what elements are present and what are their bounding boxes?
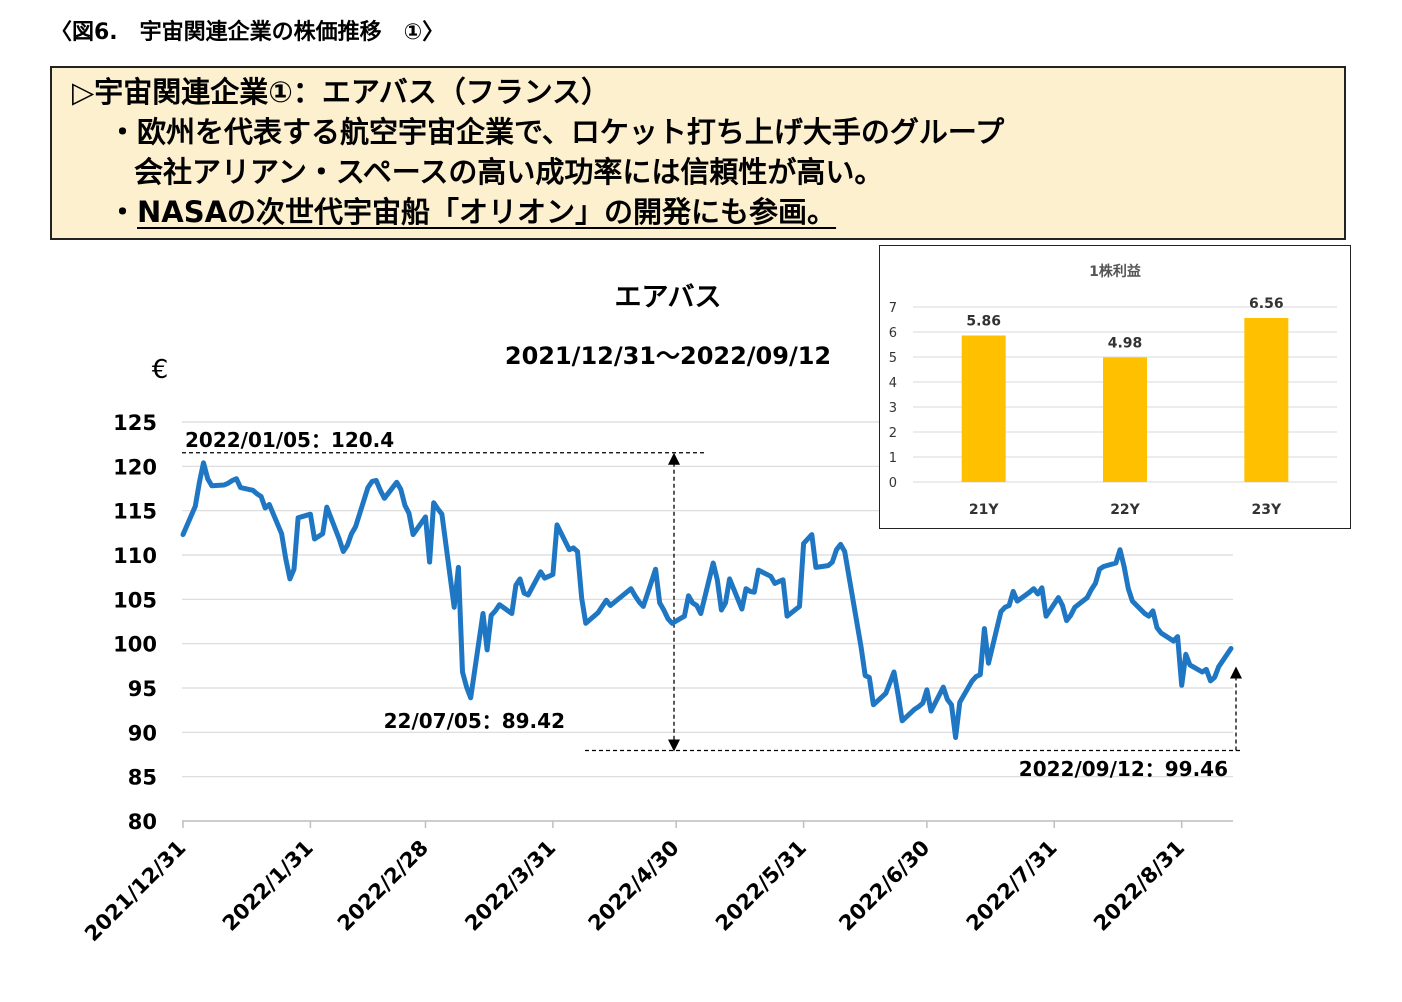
chart-subtitle: 2021/12/31〜2022/09/12	[505, 342, 831, 370]
annotation-high: 2022/01/05：120.4	[185, 428, 394, 452]
eps-bar-value-label: 6.56	[1249, 296, 1284, 312]
annotations: 2022/01/05：120.4 22/07/05：89.42 2022/09/…	[185, 428, 1228, 781]
chart-title: エアバス	[615, 282, 722, 313]
eps-y-tick-label: 5	[889, 351, 897, 366]
eps-y-tick-label: 1	[889, 451, 897, 466]
y-tick-label: 110	[113, 544, 157, 568]
x-tick-label: 2022/6/30	[834, 836, 934, 936]
eps-bar-value-label: 5.86	[966, 314, 1001, 330]
range-arrow-head-up	[668, 452, 680, 465]
info-bullet-2-text: NASAの次世代宇宙船「オリオン」の開発にも参画。	[137, 195, 837, 229]
eps-y-tick-labels: 0 1 2 3 4 5 6 7	[889, 301, 897, 491]
eps-y-tick-label: 2	[889, 426, 897, 441]
range-arrow-head-down	[668, 739, 680, 752]
eps-chart-title: 1株利益	[1089, 263, 1141, 280]
y-tick-label: 80	[128, 810, 157, 834]
eps-y-tick-label: 7	[889, 301, 897, 316]
eps-category-label: 22Y	[1110, 502, 1140, 518]
y-tick-label: 115	[113, 500, 157, 524]
annotation-last: 2022/09/12：99.46	[1019, 757, 1228, 781]
price-series-line	[180, 460, 1234, 740]
eps-y-tick-label: 4	[889, 376, 897, 391]
info-heading: ▷宇宙関連企業①：エアバス（フランス）	[72, 75, 611, 109]
eps-bar	[1244, 318, 1289, 482]
x-tick-label: 2022/7/31	[962, 836, 1062, 936]
x-tick-label: 2022/1/31	[218, 836, 318, 936]
y-tick-label: 100	[113, 633, 157, 657]
reference-lines	[182, 452, 1242, 752]
y-tick-label: 90	[128, 721, 157, 745]
y-tick-labels: 125 120 115 110 105 100 95 90 85 80	[113, 411, 157, 834]
eps-y-tick-label: 6	[889, 326, 897, 341]
x-tick-labels: 2021/12/31 2022/1/31 2022/2/28 2022/3/31 202…	[80, 821, 1189, 946]
x-tick-label: 2022/3/31	[460, 836, 560, 936]
stock-price-chart: エアバス 2021/12/31〜2022/09/12 € 12512011511…	[80, 282, 1242, 946]
y-tick-label: 85	[128, 766, 157, 790]
eps-y-tick-label: 0	[889, 476, 897, 491]
eps-bars: 5.86 21Y 4.98 22Y 6.56 23Y	[961, 296, 1289, 518]
eps-category-label: 23Y	[1252, 502, 1282, 518]
eps-bar-value-label: 4.98	[1108, 336, 1143, 352]
eps-bar	[1103, 357, 1147, 482]
info-bullet-1-line-2: 会社アリアン・スペースの高い成功率には信頼性が高い。	[134, 155, 884, 189]
x-tick-label: 2022/2/28	[333, 836, 433, 936]
eps-inset-chart: 1株利益 0 1 2 3 4 5 6 7 5.86 21Y 4.98 22Y 6.56 23Y	[879, 245, 1351, 529]
x-tick-label: 2021/12/31	[80, 836, 190, 946]
info-box: ▷宇宙関連企業①：エアバス（フランス） ・欧州を代表する航空宇宙企業で、ロケット…	[50, 66, 1346, 240]
last-value-arrow-head	[1230, 666, 1242, 679]
eps-y-tick-label: 3	[889, 401, 897, 416]
x-tick-label: 2022/4/30	[584, 836, 684, 936]
info-bullet-2: ・NASAの次世代宇宙船「オリオン」の開発にも参画。	[108, 198, 836, 227]
annotation-low: 22/07/05：89.42	[384, 709, 565, 733]
figure-title: 〈図6. 宇宙関連企業の株価推移 ①〉	[50, 20, 445, 45]
x-tick-label: 2022/5/31	[711, 836, 811, 936]
info-bullet-1-line-1: ・欧州を代表する航空宇宙企業で、ロケット打ち上げ大手のグループ	[108, 115, 1005, 149]
y-tick-label: 95	[128, 677, 157, 701]
y-axis-unit-label: €	[152, 355, 169, 385]
eps-category-label: 21Y	[969, 502, 999, 518]
y-tick-label: 105	[113, 588, 157, 612]
y-tick-label: 125	[113, 411, 157, 435]
y-tick-label: 120	[113, 455, 157, 479]
info-bullet-2-marker: ・	[108, 195, 138, 229]
x-tick-label: 2022/8/31	[1089, 836, 1189, 936]
eps-bar	[961, 335, 1006, 482]
